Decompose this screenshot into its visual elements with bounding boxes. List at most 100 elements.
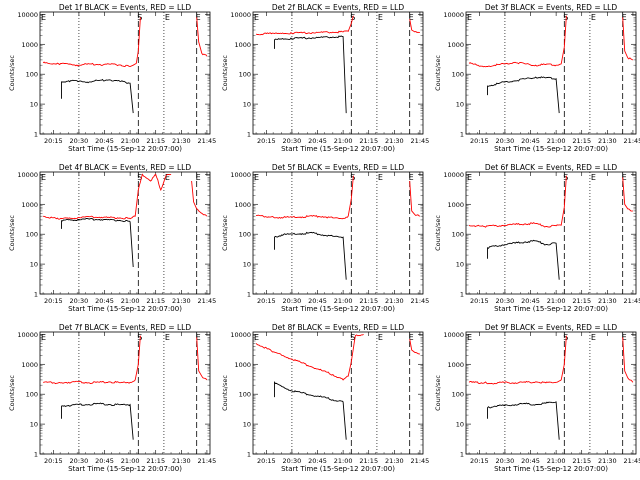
panel-4: Det 4f BLACK = Events, RED = LLD 1 10 100 10… — [8, 163, 216, 313]
event-marker-label: E — [165, 173, 170, 182]
event-marker-label: E — [196, 333, 201, 342]
x-tick-label: 21:15 — [572, 137, 591, 145]
x-tick-label: 20:30 — [70, 297, 89, 305]
x-tick-label: 20:15 — [44, 137, 63, 145]
panel-title: Det 4f BLACK = Events, RED = LLD — [59, 163, 192, 172]
x-tick-label: 21:15 — [572, 297, 591, 305]
series-line-lld-end — [191, 180, 208, 217]
event-marker-label: E — [591, 173, 596, 182]
y-axis-label: Counts/sec — [434, 215, 442, 251]
series-line-events — [487, 401, 560, 440]
panel-8: Det 8f BLACK = Events, RED = LLD 1 10 100 10… — [221, 323, 429, 473]
series-line-lld-end — [409, 338, 420, 355]
event-marker-label: E — [41, 173, 46, 182]
event-marker-label: E — [622, 13, 627, 22]
x-tick-label: 20:15 — [44, 297, 63, 305]
y-tick-label: 100 — [452, 71, 464, 79]
plot-frame — [252, 11, 424, 135]
x-tick-label: 21:45 — [624, 457, 640, 465]
panel-title: Det 2f BLACK = Events, RED = LLD — [272, 3, 405, 12]
plot-frame — [465, 11, 637, 135]
series-line-lld — [42, 173, 172, 220]
event-marker-label: E — [378, 333, 383, 342]
x-tick-label: 20:45 — [521, 457, 540, 465]
y-axis-label: Counts/sec — [221, 375, 229, 411]
series-line-lld-end — [196, 17, 208, 57]
x-tick-label: 21:45 — [411, 297, 430, 305]
panel-title: Det 7f BLACK = Events, RED = LLD — [59, 323, 192, 332]
y-tick-label: 100 — [26, 71, 38, 79]
event-marker-label: S — [137, 333, 142, 342]
y-tick-label: 10 — [243, 101, 251, 109]
event-marker-label: E — [467, 333, 472, 342]
series-line-events — [487, 239, 560, 280]
x-tick-label: 21:15 — [146, 297, 165, 305]
x-axis-label: Start Time (15-Sep-12 20:07:00) — [281, 145, 395, 153]
x-tick-label: 20:45 — [521, 297, 540, 305]
series-line-lld-end — [622, 337, 634, 383]
y-tick-label: 1 — [460, 291, 464, 299]
y-axis-label: Counts/sec — [8, 375, 16, 411]
panel-6: Det 6f BLACK = Events, RED = LLD 1 10 100 10… — [434, 163, 640, 313]
y-axis-label: Counts/sec — [8, 55, 16, 91]
plot-frame — [252, 331, 424, 455]
x-tick-label: 21:15 — [572, 457, 591, 465]
event-marker-label: E — [41, 13, 46, 22]
series-line-lld — [468, 175, 567, 228]
plot-frame — [39, 331, 211, 455]
y-tick-label: 10000 — [17, 331, 38, 339]
series-line-events — [274, 381, 347, 440]
y-tick-label: 1000 — [21, 361, 38, 369]
x-tick-label: 20:15 — [257, 137, 276, 145]
panel-1: Det 1f BLACK = Events, RED = LLD 1 10 100 10… — [8, 3, 216, 153]
plot-frame — [39, 11, 211, 135]
x-axis-label: Start Time (15-Sep-12 20:07:00) — [68, 145, 182, 153]
y-axis-label: Counts/sec — [221, 55, 229, 91]
y-tick-label: 10 — [456, 421, 464, 429]
y-tick-label: 1 — [34, 291, 38, 299]
x-tick-label: 20:30 — [283, 137, 302, 145]
x-tick-label: 21:15 — [359, 457, 378, 465]
y-tick-label: 1000 — [447, 41, 464, 49]
series-line-lld-end — [622, 17, 634, 61]
y-tick-label: 10000 — [17, 171, 38, 179]
x-tick-label: 21:30 — [172, 297, 191, 305]
event-marker-label: E — [254, 333, 259, 342]
series-line-lld-end — [622, 177, 633, 212]
y-tick-label: 1000 — [234, 361, 251, 369]
y-tick-label: 100 — [26, 231, 38, 239]
panel-title: Det 3f BLACK = Events, RED = LLD — [485, 3, 618, 12]
plot-frame — [465, 331, 637, 455]
panel-5: Det 5f BLACK = Events, RED = LLD 1 10 100 10… — [221, 163, 429, 313]
plot-frame — [252, 171, 424, 295]
x-tick-label: 20:30 — [496, 457, 515, 465]
series-line-events — [61, 402, 134, 440]
y-tick-label: 10000 — [230, 171, 251, 179]
series-line-lld — [256, 175, 354, 220]
x-tick-label: 21:00 — [547, 297, 566, 305]
x-tick-label: 21:15 — [359, 297, 378, 305]
y-tick-label: 10000 — [443, 171, 464, 179]
panel-7: Det 7f BLACK = Events, RED = LLD 1 10 100 10… — [8, 323, 216, 473]
series-line-lld-end — [196, 337, 208, 381]
y-tick-label: 10000 — [230, 331, 251, 339]
event-marker-label: E — [591, 333, 596, 342]
x-tick-label: 21:30 — [598, 297, 617, 305]
panel-3: Det 3f BLACK = Events, RED = LLD 1 10 100 10… — [434, 3, 640, 153]
y-tick-label: 10 — [30, 101, 38, 109]
x-tick-label: 20:30 — [70, 457, 89, 465]
event-marker-label: E — [165, 13, 170, 22]
event-marker-label: E — [409, 173, 414, 182]
series-line-events — [61, 78, 134, 114]
x-tick-label: 21:30 — [385, 137, 404, 145]
series-line-lld — [468, 15, 567, 68]
panel-title: Det 5f BLACK = Events, RED = LLD — [272, 163, 405, 172]
y-tick-label: 1000 — [234, 201, 251, 209]
x-tick-label: 21:45 — [624, 137, 640, 145]
y-tick-label: 1000 — [234, 41, 251, 49]
event-marker-label: E — [196, 13, 201, 22]
x-axis-label: Start Time (15-Sep-12 20:07:00) — [281, 305, 395, 313]
y-tick-label: 10 — [243, 421, 251, 429]
y-tick-label: 1 — [247, 131, 251, 139]
